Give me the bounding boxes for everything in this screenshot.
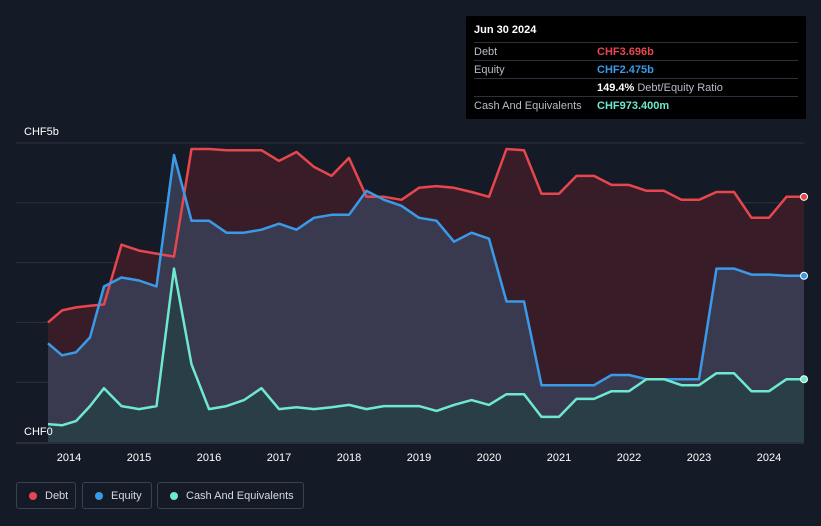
tooltip-label: Equity [474,64,505,76]
legend-debt[interactable]: Debt [16,482,76,509]
legend-label: Debt [45,489,69,502]
tooltip-row-debt: Debt CHF3.696b [474,42,798,60]
x-tick-label: 2017 [267,452,291,464]
x-tick-label: 2023 [687,452,711,464]
x-tick-label: 2018 [337,452,361,464]
tooltip-row-cash: Cash And Equivalents CHF973.400m [474,96,798,114]
cash-dot-icon [170,491,178,500]
tooltip-row-ratio: 149.4% Debt/Equity Ratio [474,78,798,96]
x-tick-label: 2015 [127,452,151,464]
tooltip-value: 149.4% [597,82,635,94]
cash-line [47,267,804,427]
tooltip-value: CHF2.475b [597,64,654,76]
x-tick-label: 2024 [757,452,781,464]
cash-end-marker [800,375,808,384]
debt-dot-icon [29,491,37,500]
series-areas [48,149,804,442]
legend-equity[interactable]: Equity [82,482,152,509]
tooltip-row-equity: Equity CHF2.475b [474,60,798,78]
equity-area [48,155,804,442]
tooltip-value: CHF973.400m [597,100,670,112]
x-tick-label: 2021 [547,452,571,464]
y-axis-bottom-label: CHF0 [24,426,53,438]
cash-area [48,268,804,442]
equity-line [47,153,804,387]
tooltip-panel: Jun 30 2024 Debt CHF3.696b Equity CHF2.4… [466,16,806,119]
tooltip-ratio-caption: Debt/Equity Ratio [637,82,723,94]
legend-cash[interactable]: Cash And Equivalents [157,482,304,509]
legend-label: Equity [111,489,142,502]
x-tick-label: 2019 [407,452,431,464]
x-axis-ticks: 2014 2015 2016 2017 2018 2019 2020 2021 2022 2023… [57,452,781,464]
series-lines [47,147,804,427]
tooltip-date: Jun 30 2024 [474,24,537,36]
debt-line [47,147,804,324]
end-markers [800,192,808,384]
equity-end-marker [800,271,808,280]
x-tick-label: 2022 [617,452,641,464]
x-tick-label: 2014 [57,452,81,464]
tooltip-label: Debt [474,46,498,58]
equity-dot-icon [95,491,103,500]
x-tick-label: 2016 [197,452,221,464]
debt-end-marker [800,192,808,201]
tooltip-value: CHF3.696b [597,46,654,58]
x-tick-label: 2020 [477,452,501,464]
legend-label: Cash And Equivalents [186,489,294,502]
tooltip-label: Cash And Equivalents [474,100,582,112]
y-axis-top-label: CHF5b [24,126,59,138]
